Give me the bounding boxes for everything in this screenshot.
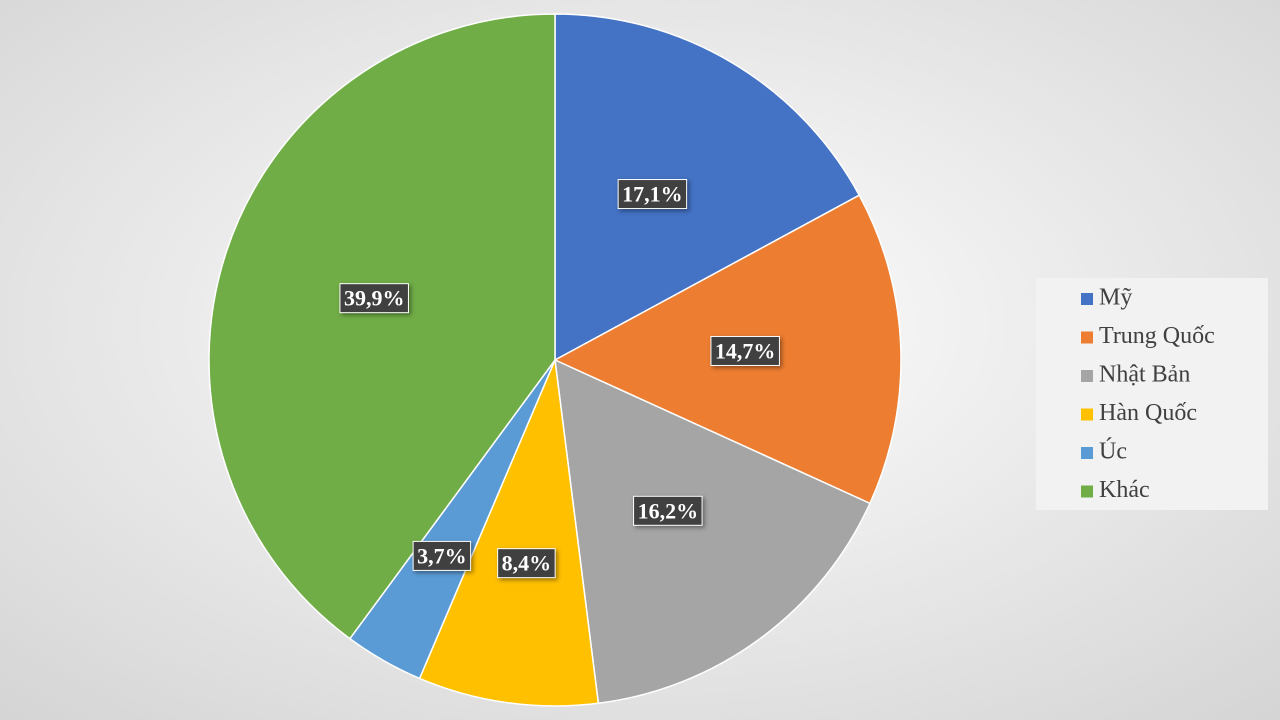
- legend-marker: [1081, 370, 1093, 382]
- label-box: [497, 548, 556, 579]
- legend-label: Hàn Quốc: [1099, 400, 1197, 426]
- legend-label: Mỹ: [1099, 285, 1132, 311]
- data-label: 8,4%: [502, 551, 552, 576]
- label-box: [633, 495, 703, 526]
- pie: 17,1% 14,7% 16,2% 8,4% 3,7% 39,9%: [208, 13, 902, 707]
- data-label: 3,7%: [417, 543, 467, 568]
- pie-slice: [554, 13, 861, 362]
- data-label: 14,7%: [715, 338, 776, 363]
- legend-marker: [1081, 408, 1093, 421]
- data-label: 17,1%: [622, 182, 683, 207]
- legend-label: Nhật Bản: [1099, 362, 1190, 388]
- legend: Mỹ Trung Quốc Nhật Bản Hàn Quốc Úc Khác: [1081, 285, 1215, 503]
- data-label: 39,9%: [344, 286, 405, 311]
- legend-label: Úc: [1099, 438, 1127, 465]
- label-box: [339, 283, 409, 314]
- legend-marker: [1081, 331, 1093, 344]
- legend-label: Trung Quốc: [1099, 323, 1215, 349]
- pie-slice: [418, 357, 600, 707]
- legend-label: Khác: [1099, 477, 1150, 503]
- label-box: [710, 335, 780, 366]
- legend-marker: [1081, 485, 1093, 498]
- label-box: [617, 179, 688, 210]
- legend-marker: [1081, 447, 1093, 459]
- pie-slice: [208, 13, 556, 640]
- label-box: [412, 540, 472, 571]
- pie-slice: [554, 358, 871, 705]
- legend-marker: [1081, 293, 1093, 305]
- legend-box: [1036, 278, 1268, 510]
- data-label: 16,2%: [638, 498, 699, 523]
